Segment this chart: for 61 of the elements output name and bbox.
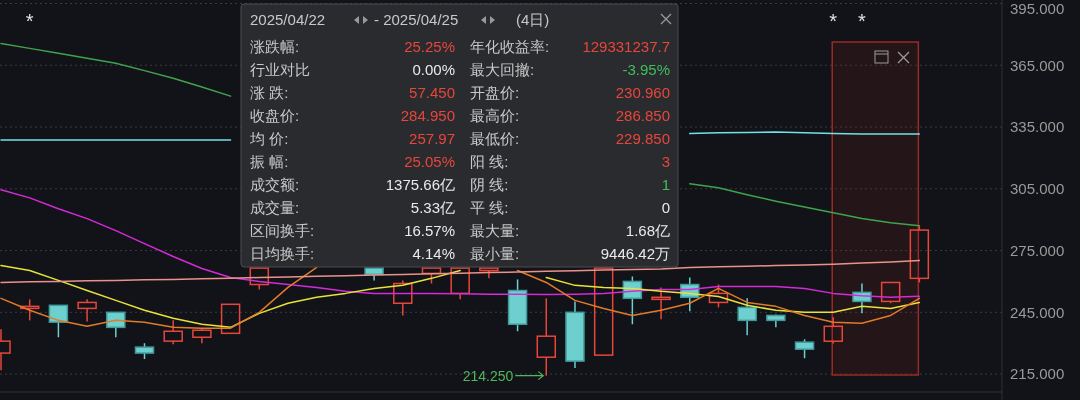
annotation: 最大回撤: [470, 61, 535, 78]
candlestick [393, 279, 413, 317]
annotation: 3 [661, 153, 670, 170]
annotation: 286.850 [615, 107, 670, 124]
y-tick-label: 365.000 [1010, 56, 1065, 74]
annotation: 最小量: [470, 245, 520, 262]
annotation: 257.97 [409, 130, 455, 147]
annotation: (4日) [516, 11, 550, 28]
annotation: 2025/04/22 [250, 11, 326, 28]
annotation: 129331237.7 [582, 38, 670, 55]
annotation: 57.450 [409, 84, 455, 101]
candlestick [766, 314, 786, 329]
annotation: 日均换手: [250, 245, 315, 262]
candlestick [536, 297, 557, 377]
annotation: 0.00% [412, 61, 455, 78]
candlestick [651, 286, 671, 321]
annotation: 涨 跌: [250, 84, 289, 101]
annotation: 行业对比 [250, 61, 310, 78]
annotation: 25.25% [404, 38, 455, 55]
annotation: - 2025/04/25 [374, 11, 459, 28]
annotation: 16.57% [404, 222, 455, 239]
annotation: 振 幅: [250, 153, 289, 170]
annotation: 1.68亿 [625, 222, 670, 239]
annotation: 229.850 [615, 130, 670, 147]
annotation: 成交额: [250, 176, 300, 193]
annotation: -3.95% [622, 61, 670, 78]
annotation: 区间换手: [250, 222, 315, 239]
candlestick [565, 300, 585, 369]
annotation: 阳 线: [470, 153, 509, 170]
candlestick [77, 298, 97, 323]
annotation: 最低价: [470, 130, 520, 147]
annotation: 0 [661, 199, 670, 216]
y-tick-label: 245.000 [1010, 303, 1065, 321]
y-tick-label: 305.000 [1010, 180, 1065, 198]
annotation: 9446.42万 [600, 245, 670, 262]
annotation: 最大量: [470, 222, 520, 239]
annotation: * [858, 10, 867, 32]
annotation: 214.250 [462, 367, 514, 384]
annotation: 1 [661, 176, 670, 193]
annotation: 平 线: [470, 199, 509, 216]
y-tick-label: 395.000 [1010, 0, 1065, 18]
annotation: 均 价: [249, 130, 289, 147]
annotation: 5.33亿 [410, 199, 455, 216]
annotation: 230.960 [615, 84, 670, 101]
annotation: 最高价: [470, 107, 520, 124]
line-series [0, 259, 921, 284]
annotation: * [829, 10, 838, 32]
annotation: 涨跌幅: [250, 38, 300, 55]
annotation: 开盘价: [470, 84, 520, 101]
annotation: 4.14% [412, 245, 455, 262]
annotation: 收盘价: [250, 107, 300, 124]
annotation: * [25, 10, 34, 32]
y-tick-label: 215.000 [1010, 365, 1065, 383]
annotation: 25.05% [404, 153, 455, 170]
y-tick-label: 275.000 [1010, 241, 1065, 259]
annotation: 成交量: [250, 199, 300, 216]
annotation: 1375.66亿 [385, 176, 455, 193]
annotation: 年化收益率: [470, 38, 550, 55]
annotation: 284.950 [400, 107, 455, 124]
annotation: 阴 线: [470, 176, 509, 193]
y-tick-label: 335.000 [1010, 118, 1065, 136]
